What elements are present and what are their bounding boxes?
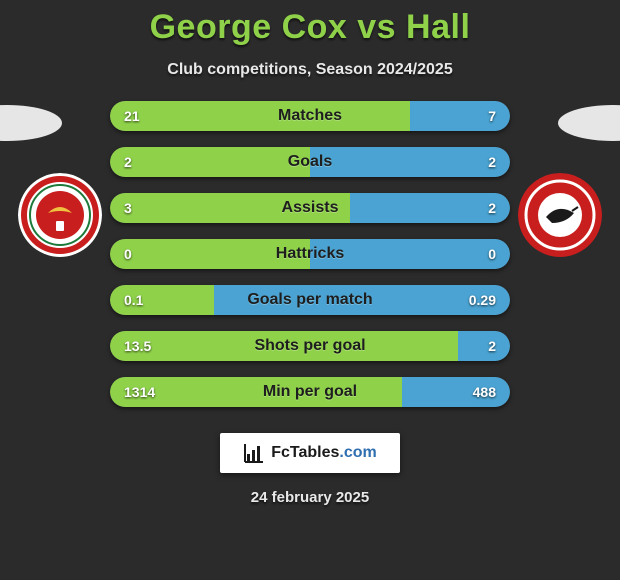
stat-value-left: 0: [124, 246, 132, 262]
stat-bar: 1314 488 Min per goal: [110, 377, 510, 407]
vs-text: vs: [357, 8, 396, 46]
player1-club-crest: [18, 173, 102, 257]
stat-label: Goals: [288, 153, 332, 171]
stat-label: Shots per goal: [254, 337, 365, 355]
stat-bar: 3 2 Assists: [110, 193, 510, 223]
stat-value-right: 0.29: [469, 292, 496, 308]
comparison-title: George Cox vs Hall: [0, 0, 620, 47]
logo-text-domain: .com: [339, 444, 376, 461]
player2-placeholder-oval: [558, 105, 620, 141]
stat-value-left: 3: [124, 200, 132, 216]
player2-name: Hall: [406, 8, 470, 46]
stat-bar-fill-left: [110, 101, 410, 131]
stat-label: Min per goal: [263, 383, 357, 401]
walsall-crest-icon: [518, 173, 602, 257]
stat-bar-fill-left: [110, 147, 310, 177]
stat-bar: 0 0 Hattricks: [110, 239, 510, 269]
stat-bar-fill-right: [310, 147, 510, 177]
player1-name: George Cox: [150, 8, 348, 46]
stat-value-left: 21: [124, 108, 140, 124]
comparison-date: 24 february 2025: [0, 489, 620, 506]
stat-value-left: 2: [124, 154, 132, 170]
stat-bar: 13.5 2 Shots per goal: [110, 331, 510, 361]
stat-value-left: 13.5: [124, 338, 151, 354]
player2-club-crest: [518, 173, 602, 257]
stat-bar: 2 2 Goals: [110, 147, 510, 177]
swindon-crest-icon: [18, 173, 102, 257]
player1-placeholder-oval: [0, 105, 62, 141]
chart-icon: [243, 442, 265, 464]
stat-value-right: 488: [473, 384, 496, 400]
stat-value-right: 2: [488, 338, 496, 354]
stat-value-right: 0: [488, 246, 496, 262]
fctables-logo[interactable]: FcTables.com: [220, 433, 400, 473]
stat-bar: 21 7 Matches: [110, 101, 510, 131]
stat-bar: 0.1 0.29 Goals per match: [110, 285, 510, 315]
stat-label: Assists: [282, 199, 339, 217]
comparison-subtitle: Club competitions, Season 2024/2025: [0, 61, 620, 79]
stat-value-right: 2: [488, 154, 496, 170]
stat-value-right: 7: [488, 108, 496, 124]
stat-label: Goals per match: [247, 291, 372, 309]
stat-bar-fill-right: [350, 193, 510, 223]
comparison-arena: 21 7 Matches 2 2 Goals 3 2 Assists 0 0 Hattricks 0.1…: [0, 101, 620, 407]
stat-label: Hattricks: [276, 245, 344, 263]
stat-label: Matches: [278, 107, 342, 125]
stat-value-right: 2: [488, 200, 496, 216]
logo-text: FcTables.com: [271, 444, 377, 462]
stat-bar-list: 21 7 Matches 2 2 Goals 3 2 Assists 0 0 Hattricks 0.1…: [110, 101, 510, 407]
stat-value-left: 0.1: [124, 292, 143, 308]
logo-text-main: FcTables: [271, 444, 339, 461]
stat-value-left: 1314: [124, 384, 155, 400]
stat-bar-fill-right: [458, 331, 510, 361]
